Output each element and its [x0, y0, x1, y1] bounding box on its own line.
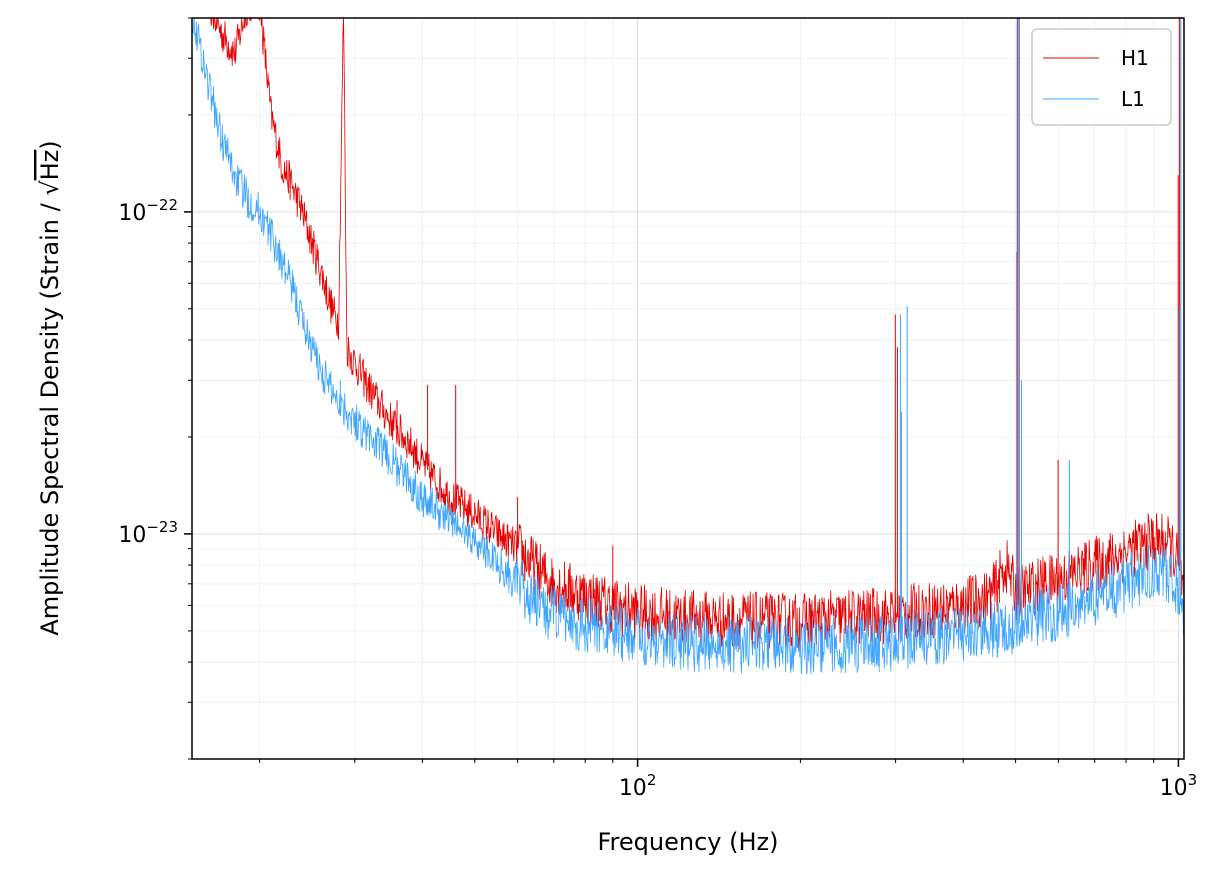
legend-label-h1: H1 [1121, 46, 1149, 70]
legend-frame [1031, 28, 1172, 126]
y-axis-label: Amplitude Spectral Density (Strain / √Hz… [36, 140, 64, 635]
y-axis-label-radicand: Hz [36, 150, 64, 181]
sqrt-sign: √ [36, 180, 64, 196]
x-tick-label: 103 [1160, 771, 1198, 801]
x-tick-label: 102 [619, 771, 657, 801]
svg-text:Amplitude Spectral Density (St: Amplitude Spectral Density (Strain / √Hz… [36, 140, 64, 635]
series-line-l1 [192, 18, 1184, 675]
plot-frame [191, 17, 1185, 760]
y-axis-label-prefix: Amplitude Spectral Density (Strain / [36, 196, 64, 636]
legend: H1 L1 [1031, 28, 1172, 126]
series-line-h1 [192, 18, 1184, 651]
series-layer [192, 18, 1184, 675]
y-tick-label: 10−23 [118, 518, 178, 548]
x-axis-label: Frequency (Hz) [598, 828, 779, 856]
y-tick-label: 10−22 [118, 196, 178, 226]
legend-label-l1: L1 [1121, 87, 1145, 111]
series-l1 [192, 18, 1184, 675]
ticks: 102 103 10−23 10−22 [118, 17, 1198, 801]
y-axis-label-suffix: ) [36, 140, 64, 149]
